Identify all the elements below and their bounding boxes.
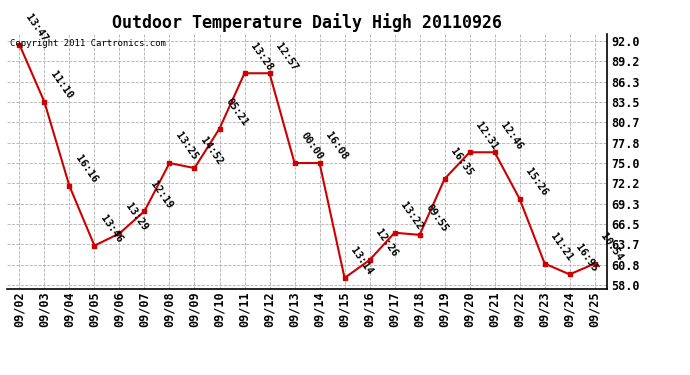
Text: 12:46: 12:46 — [498, 120, 524, 152]
Text: 05:21: 05:21 — [224, 96, 249, 128]
Text: 16:08: 16:08 — [324, 131, 349, 162]
Text: 12:19: 12:19 — [148, 179, 175, 210]
Title: Outdoor Temperature Daily High 20110926: Outdoor Temperature Daily High 20110926 — [112, 13, 502, 32]
Text: 14:52: 14:52 — [198, 136, 224, 167]
Text: 12:57: 12:57 — [273, 41, 299, 72]
Text: 13:28: 13:28 — [248, 41, 275, 72]
Text: 12:26: 12:26 — [373, 228, 400, 259]
Text: Copyright 2011 Cartronics.com: Copyright 2011 Cartronics.com — [10, 39, 166, 48]
Text: 00:00: 00:00 — [298, 131, 324, 162]
Text: 16:16: 16:16 — [73, 154, 99, 185]
Text: 12:31: 12:31 — [473, 120, 500, 152]
Text: 13:22: 13:22 — [398, 201, 424, 232]
Text: 13:46: 13:46 — [98, 213, 124, 245]
Text: 13:14: 13:14 — [348, 246, 375, 277]
Text: 15:26: 15:26 — [524, 167, 549, 198]
Text: 11:10: 11:10 — [48, 70, 75, 101]
Text: 11:21: 11:21 — [549, 231, 575, 263]
Text: 16:95: 16:95 — [573, 242, 600, 273]
Text: 13:47: 13:47 — [23, 12, 49, 44]
Text: 10:54: 10:54 — [598, 231, 624, 263]
Text: 16:35: 16:35 — [448, 147, 475, 178]
Text: 13:25: 13:25 — [173, 131, 199, 162]
Text: 09:55: 09:55 — [424, 202, 449, 234]
Text: 13:29: 13:29 — [124, 201, 149, 232]
